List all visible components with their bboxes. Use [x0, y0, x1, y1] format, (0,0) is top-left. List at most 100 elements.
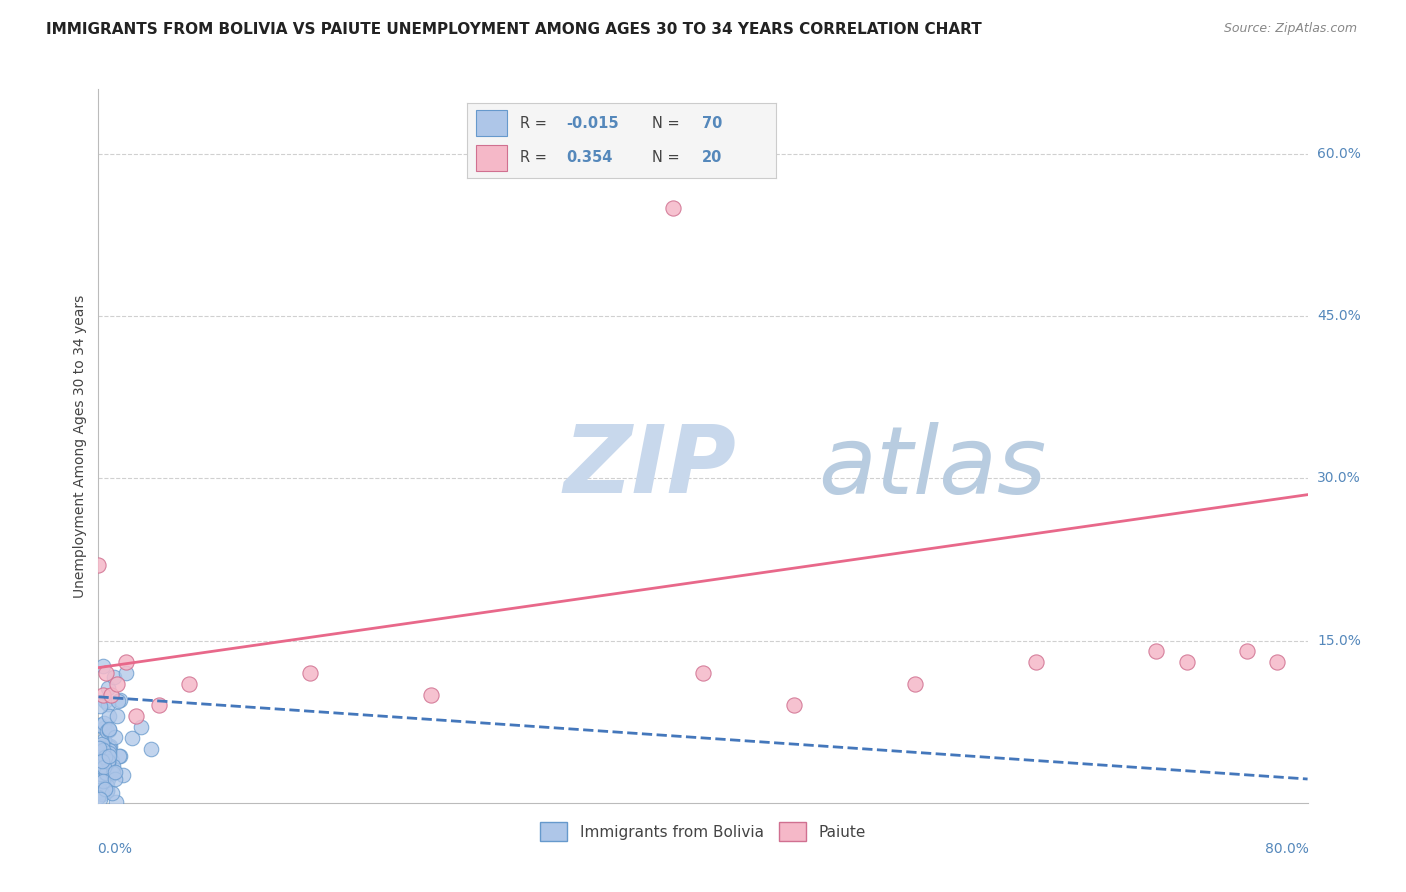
Text: 60.0%: 60.0% [1317, 147, 1361, 161]
Point [141, 741, 163, 756]
Text: 80.0%: 80.0% [1265, 842, 1309, 856]
Point [91, 743, 114, 757]
Point [96, 754, 118, 768]
Point [100, 739, 122, 753]
Point [90, 767, 112, 781]
Point [93, 760, 115, 774]
Point [93, 715, 115, 730]
Point [108, 693, 131, 707]
Point [91, 774, 114, 789]
Point [105, 677, 128, 691]
Point [97, 746, 120, 760]
Point [89, 718, 111, 732]
Point [89, 741, 111, 756]
Point [179, 677, 201, 691]
Point [91, 761, 114, 775]
Point [1236, 644, 1258, 658]
Point [783, 698, 806, 713]
Point [90, 741, 112, 756]
Point [108, 748, 131, 763]
Point [93, 733, 115, 747]
Point [89, 785, 111, 799]
Point [97, 740, 120, 755]
Y-axis label: Unemployment Among Ages 30 to 34 years: Unemployment Among Ages 30 to 34 years [73, 294, 87, 598]
Point [93, 739, 115, 754]
Point [1175, 655, 1198, 669]
Point [90, 754, 112, 768]
Text: atlas: atlas [818, 422, 1046, 513]
Point [101, 766, 124, 780]
Text: 15.0%: 15.0% [1317, 633, 1361, 648]
Point [103, 670, 125, 684]
Point [420, 688, 443, 702]
Point [90, 752, 112, 766]
Point [104, 772, 127, 786]
Text: 45.0%: 45.0% [1317, 310, 1361, 323]
Point [97, 697, 120, 711]
Point [904, 677, 927, 691]
Point [87, 772, 110, 787]
Point [692, 666, 714, 681]
Point [661, 201, 683, 215]
Point [100, 786, 122, 800]
Point [97, 772, 120, 787]
Point [89, 699, 111, 714]
Text: 0.0%: 0.0% [97, 842, 132, 856]
Point [93, 694, 115, 708]
Point [90, 737, 112, 751]
Point [100, 688, 122, 702]
Point [1024, 655, 1046, 669]
Point [148, 698, 170, 713]
Point [114, 655, 136, 669]
Point [97, 723, 120, 737]
Point [89, 783, 111, 797]
Point [90, 739, 112, 753]
Point [90, 749, 112, 764]
Point [101, 754, 124, 768]
Point [97, 681, 120, 695]
Point [93, 764, 115, 779]
Point [96, 779, 118, 793]
Text: Source: ZipAtlas.com: Source: ZipAtlas.com [1223, 22, 1357, 36]
Point [105, 709, 128, 723]
Point [104, 731, 127, 745]
Text: 30.0%: 30.0% [1317, 472, 1361, 485]
Point [299, 666, 322, 681]
Point [121, 731, 143, 745]
Point [104, 795, 127, 809]
Point [104, 764, 127, 779]
Point [100, 764, 122, 778]
Point [97, 756, 120, 770]
Point [89, 792, 111, 806]
Point [90, 761, 112, 775]
Point [91, 659, 114, 673]
Text: IMMIGRANTS FROM BOLIVIA VS PAIUTE UNEMPLOYMENT AMONG AGES 30 TO 34 YEARS CORRELA: IMMIGRANTS FROM BOLIVIA VS PAIUTE UNEMPL… [46, 22, 983, 37]
Point [91, 688, 114, 702]
Point [98, 722, 121, 736]
Point [107, 694, 129, 708]
Point [94, 782, 117, 797]
Point [94, 765, 117, 780]
Point [90, 772, 112, 786]
Point [94, 666, 117, 681]
Point [87, 558, 110, 572]
Point [93, 722, 115, 736]
Point [96, 724, 118, 739]
Point [101, 764, 124, 778]
Point [96, 783, 118, 797]
Point [1144, 644, 1167, 658]
Point [87, 790, 110, 805]
Point [125, 709, 148, 723]
Point [114, 666, 136, 681]
Point [110, 749, 132, 764]
Point [94, 750, 117, 764]
Legend: Immigrants from Bolivia, Paiute: Immigrants from Bolivia, Paiute [533, 814, 873, 848]
Point [96, 783, 118, 797]
Point [98, 748, 121, 763]
Point [98, 742, 121, 756]
Point [1267, 655, 1289, 669]
Point [111, 768, 134, 782]
Point [103, 758, 125, 772]
Text: ZIP: ZIP [564, 421, 737, 514]
Point [98, 709, 121, 723]
